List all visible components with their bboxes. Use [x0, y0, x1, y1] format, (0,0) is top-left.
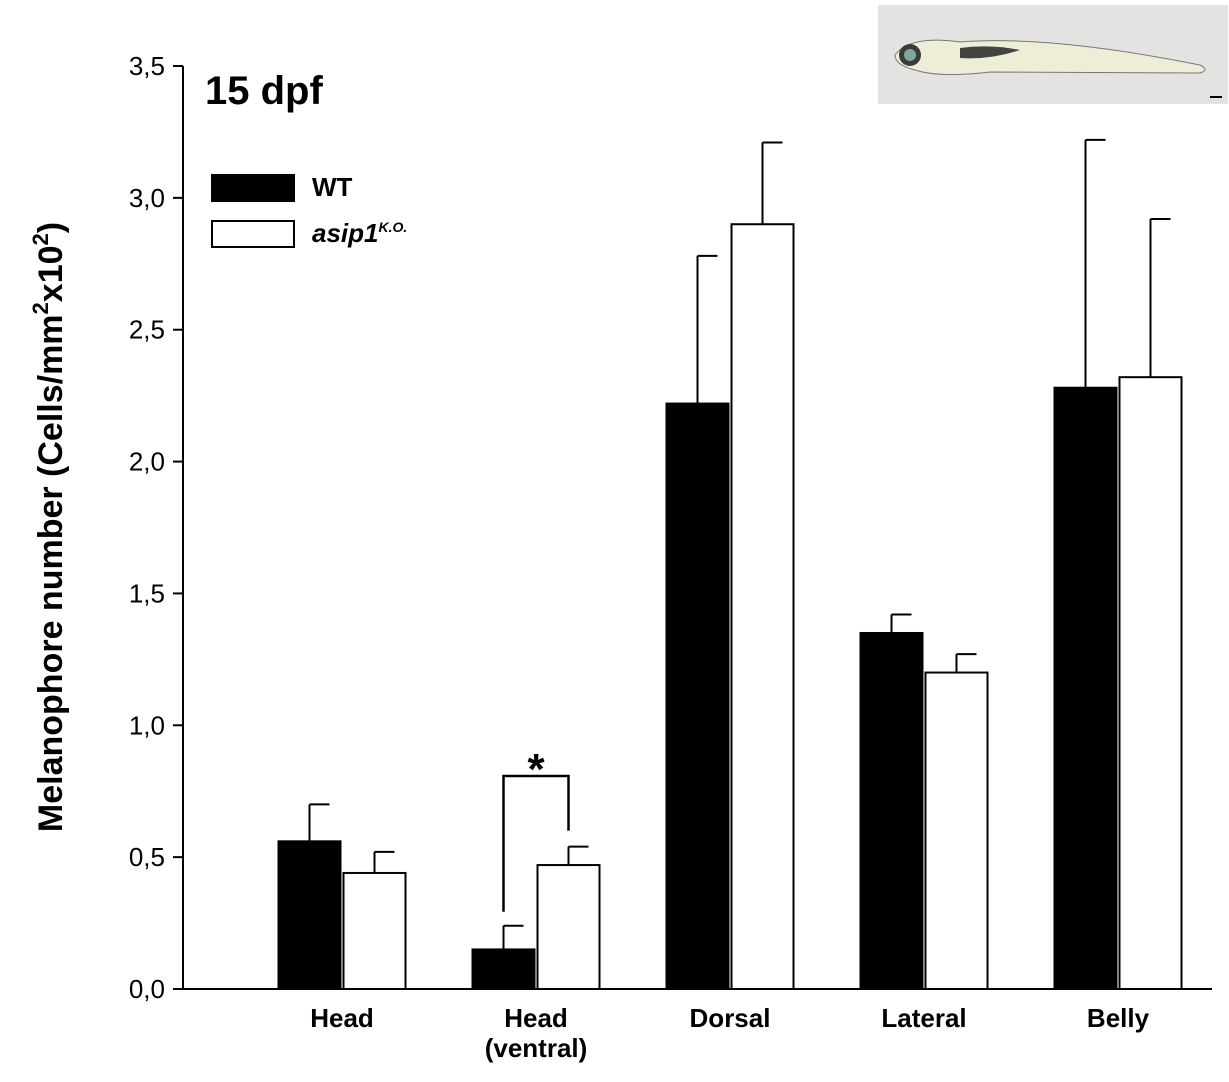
y-tick-label: 1,0	[129, 710, 165, 740]
y-axis-label-sup: 2	[28, 302, 53, 314]
bar	[342, 871, 407, 990]
legend-label: asip1K.O.	[312, 218, 407, 248]
y-axis-label: Melanophore number (Cells/mm2x102)	[28, 222, 70, 832]
legend-swatch	[211, 220, 295, 248]
chart-title: 15 dpf	[205, 69, 323, 113]
y-tick-label: 3,0	[129, 183, 165, 213]
fish-inset	[878, 5, 1228, 104]
x-tick-label: Head	[310, 1003, 374, 1033]
legend-name: WT	[312, 172, 353, 202]
y-tick-label: 2,0	[129, 447, 165, 477]
y-tick-label: 0,0	[129, 974, 165, 1004]
legend: WT asip1K.O.	[211, 172, 407, 248]
y-tick-label: 2,5	[129, 315, 165, 345]
legend-sup: K.O.	[379, 219, 408, 235]
y-tick-label: 0,5	[129, 842, 165, 872]
x-tick-label: Belly	[1086, 1003, 1150, 1033]
legend-label: WT	[312, 172, 353, 202]
bar	[665, 402, 730, 991]
y-tick-label: 3,5	[129, 51, 165, 81]
legend-name: asip1	[312, 218, 379, 248]
bar	[730, 223, 795, 990]
bar	[536, 864, 601, 990]
legend-swatch	[211, 174, 295, 202]
bar	[1118, 376, 1183, 990]
y-axis-label-sup: 2	[28, 233, 53, 245]
bar	[1053, 386, 1118, 990]
significance-bracket	[502, 774, 570, 912]
bar	[859, 631, 924, 990]
y-axis-label-part: )	[32, 222, 70, 233]
x-tick-label: Head (ventral)	[484, 1003, 588, 1063]
x-tick-label: Lateral	[881, 1003, 967, 1033]
y-tick-label: 1,5	[129, 578, 165, 608]
bar	[277, 840, 342, 990]
annotation: *	[527, 745, 545, 794]
y-axis-label-part: x10	[32, 245, 70, 302]
y-axis-label-part: Melanophore number (Cells/mm	[32, 314, 70, 832]
bar	[471, 948, 536, 991]
bar	[924, 671, 989, 990]
x-tick-label: Dorsal	[689, 1003, 771, 1033]
